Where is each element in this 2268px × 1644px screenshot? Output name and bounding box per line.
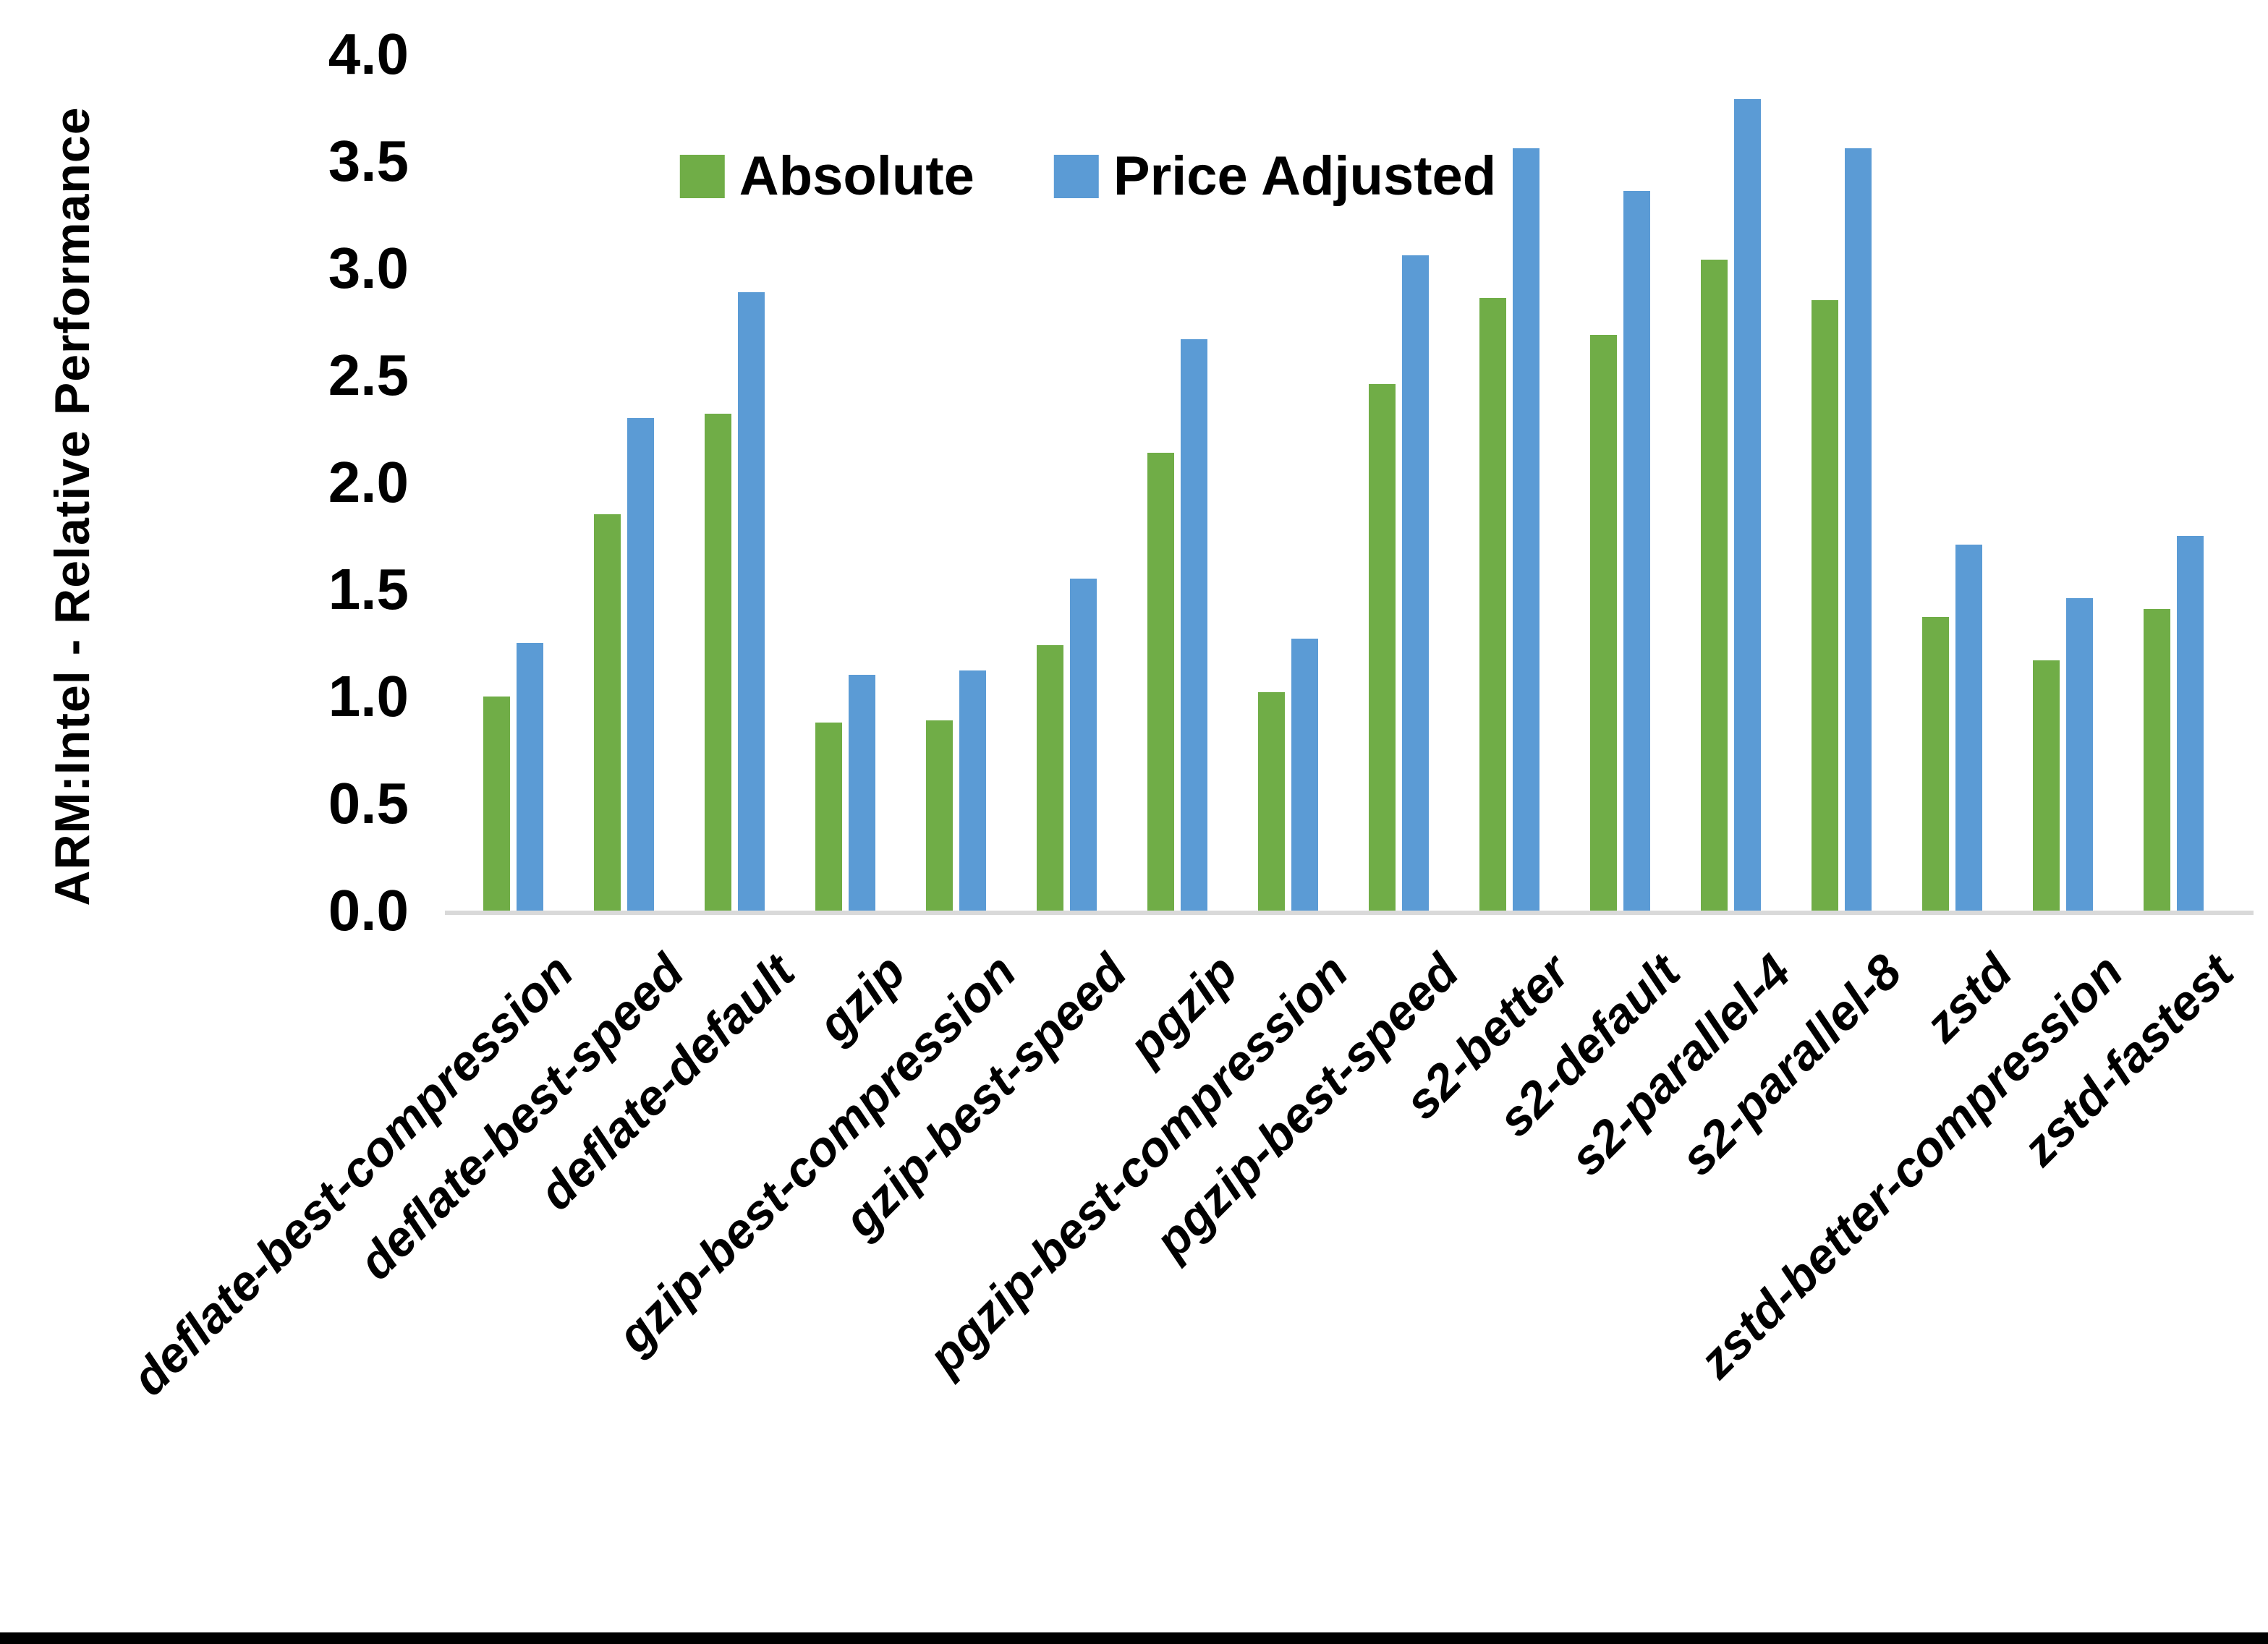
bar-price-adjusted-zstd-fastest (2177, 536, 2204, 911)
y-tick-label-3.0: 3.0 (328, 236, 409, 300)
y-tick-label-0.0: 0.0 (328, 878, 409, 942)
bar-absolute-pgzip-best-speed (1369, 384, 1396, 911)
bar-price-adjusted-gzip-best-compression (959, 670, 986, 911)
bar-price-adjusted-pgzip (1181, 339, 1207, 911)
x-axis-line (445, 911, 2254, 915)
bar-absolute-gzip (815, 723, 842, 911)
bar-absolute-pgzip (1147, 453, 1174, 911)
bar-price-adjusted-s2-default (1623, 191, 1650, 911)
bar-price-adjusted-zstd (1955, 545, 1982, 911)
bar-absolute-deflate-best-speed (594, 514, 621, 911)
legend-label: Absolute (739, 145, 974, 207)
bar-absolute-zstd-fastest (2144, 609, 2170, 911)
bar-price-adjusted-s2-parallel-8 (1845, 148, 1872, 911)
bar-absolute-s2-default (1590, 335, 1617, 911)
bar-absolute-zstd (1922, 617, 1949, 911)
bar-absolute-s2-parallel-4 (1701, 260, 1728, 911)
y-tick-label-4.0: 4.0 (328, 22, 409, 86)
legend-swatch-icon (679, 154, 725, 198)
bar-absolute-deflate-default (705, 414, 731, 911)
legend: Absolute Price Adjusted (679, 145, 1497, 208)
y-axis-title: ARM:Intel - Relative Performance (45, 106, 100, 906)
y-tick-label-3.5: 3.5 (328, 129, 409, 193)
bar-price-adjusted-deflate-best-speed (627, 418, 654, 911)
legend-swatch-icon (1053, 154, 1099, 198)
bar-price-adjusted-gzip-best-speed (1070, 579, 1097, 911)
legend-item-price-adjusted: Price Adjusted (1053, 145, 1497, 208)
y-tick-label-2.0: 2.0 (328, 450, 409, 514)
bar-absolute-pgzip-best-compression (1258, 692, 1285, 911)
y-tick-label-1.0: 1.0 (328, 664, 409, 728)
bar-absolute-deflate-best-compression (483, 697, 510, 911)
bar-price-adjusted-pgzip-best-speed (1402, 255, 1429, 911)
bar-price-adjusted-deflate-default (738, 292, 765, 911)
bar-price-adjusted-pgzip-best-compression (1291, 639, 1318, 911)
legend-label: Price Adjusted (1113, 145, 1497, 207)
bar-price-adjusted-s2-parallel-4 (1734, 99, 1761, 911)
bar-absolute-zstd-better-compression (2033, 660, 2060, 911)
legend-item-absolute: Absolute (679, 145, 974, 208)
bar-price-adjusted-gzip (849, 675, 875, 911)
y-tick-label-2.5: 2.5 (328, 343, 409, 407)
bar-absolute-s2-parallel-8 (1812, 300, 1838, 911)
page-bottom-frame (0, 1632, 2268, 1644)
bar-price-adjusted-zstd-better-compression (2066, 598, 2093, 911)
bar-price-adjusted-s2-better (1513, 148, 1539, 911)
bar-price-adjusted-deflate-best-compression (517, 643, 543, 911)
bar-absolute-s2-better (1479, 298, 1506, 911)
y-tick-label-1.5: 1.5 (328, 557, 409, 621)
y-tick-label-0.5: 0.5 (328, 771, 409, 835)
bar-absolute-gzip-best-compression (926, 720, 953, 911)
bar-absolute-gzip-best-speed (1037, 645, 1063, 911)
